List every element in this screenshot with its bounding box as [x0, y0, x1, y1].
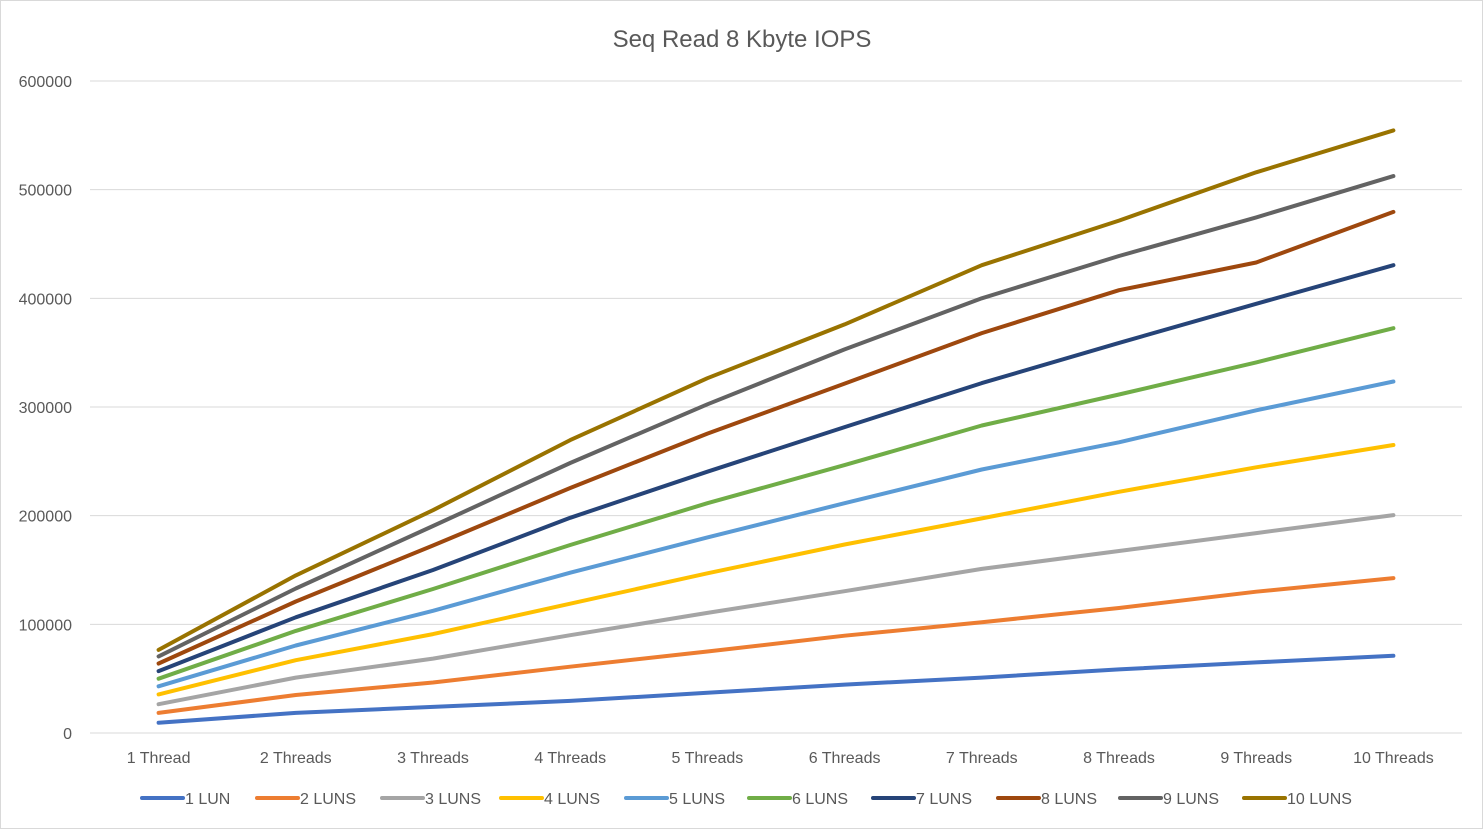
y-tick-label: 400000	[19, 291, 72, 308]
legend-item: 9 LUNS	[1118, 791, 1219, 808]
legend-label: 1 LUN	[185, 791, 230, 808]
series-line-5	[156, 379, 1396, 689]
series-line-6	[156, 326, 1396, 681]
legend-item: 6 LUNS	[747, 791, 848, 808]
x-tick-label: 2 Threads	[260, 750, 332, 767]
x-tick-label: 6 Threads	[809, 750, 881, 767]
series-lines	[156, 128, 1396, 725]
legend-item: 1 LUN	[140, 791, 230, 808]
legend-item: 3 LUNS	[380, 791, 481, 808]
series-line-9	[156, 174, 1396, 659]
y-tick-label: 200000	[19, 509, 72, 526]
x-tick-label: 9 Threads	[1220, 750, 1292, 767]
series-line-1	[156, 653, 1396, 725]
legend: 1 LUN 2 LUNS 3 LUNS 4 LUNS 5 LUNS 6 LUNS 7 LUN…	[140, 791, 1352, 808]
x-axis-ticks: 1 Thread 2 Threads 3 Threads 4 Threads 5 Thr…	[127, 750, 1434, 767]
legend-label: 5 LUNS	[669, 791, 725, 808]
y-tick-label: 600000	[19, 74, 72, 91]
x-tick-label: 3 Threads	[397, 750, 469, 767]
legend-item: 2 LUNS	[255, 791, 356, 808]
x-tick-label: 4 Threads	[534, 750, 606, 767]
series-line-10	[156, 128, 1396, 652]
y-tick-label: 500000	[19, 183, 72, 200]
y-tick-label: 100000	[19, 617, 72, 634]
series-line-7	[156, 263, 1396, 674]
series-line-4	[156, 443, 1396, 697]
legend-item: 5 LUNS	[624, 791, 725, 808]
y-axis-ticks: 0 100000 200000 300000 400000 500000 600000	[19, 74, 72, 743]
x-tick-label: 5 Threads	[672, 750, 744, 767]
x-tick-label: 8 Threads	[1083, 750, 1155, 767]
legend-label: 7 LUNS	[916, 791, 972, 808]
legend-item: 4 LUNS	[499, 791, 600, 808]
legend-label: 4 LUNS	[544, 791, 600, 808]
legend-label: 3 LUNS	[425, 791, 481, 808]
x-tick-label: 7 Threads	[946, 750, 1018, 767]
legend-item: 8 LUNS	[996, 791, 1097, 808]
legend-label: 8 LUNS	[1041, 791, 1097, 808]
series-line-3	[156, 513, 1396, 707]
y-tick-label: 300000	[19, 400, 72, 417]
series-line-8	[156, 209, 1396, 666]
y-tick-label: 0	[63, 726, 72, 743]
series-line-2	[156, 576, 1396, 715]
legend-label: 9 LUNS	[1163, 791, 1219, 808]
legend-item: 7 LUNS	[871, 791, 972, 808]
legend-label: 10 LUNS	[1287, 791, 1352, 808]
legend-item: 10 LUNS	[1242, 791, 1352, 808]
x-tick-label: 1 Thread	[127, 750, 191, 767]
chart-title: Seq Read 8 Kbyte IOPS	[613, 26, 872, 53]
legend-label: 2 LUNS	[300, 791, 356, 808]
legend-label: 6 LUNS	[792, 791, 848, 808]
x-tick-label: 10 Threads	[1353, 750, 1434, 767]
